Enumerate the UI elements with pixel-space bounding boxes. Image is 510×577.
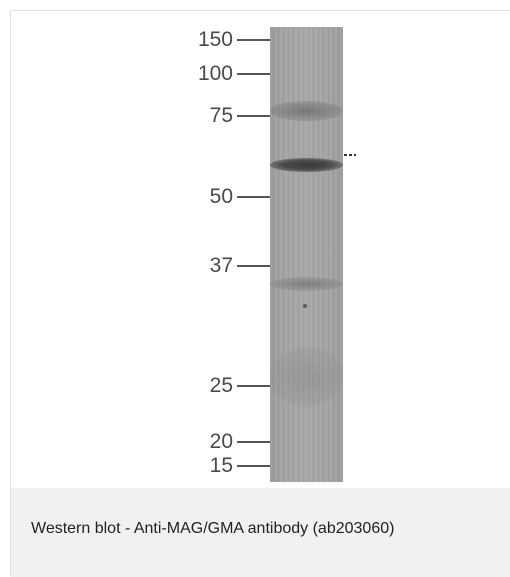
caption-bar: Western blot - Anti-MAG/GMA antibody (ab… <box>11 488 510 577</box>
marker-label: 37 <box>209 254 233 277</box>
marker-tick <box>237 465 271 467</box>
marker-label: 50 <box>209 185 233 208</box>
marker-75: 75 <box>179 105 271 127</box>
lane-texture <box>270 27 343 482</box>
figure-caption: Western blot - Anti-MAG/GMA antibody (ab… <box>31 520 395 537</box>
figure-card: 150 100 75 50 37 25 20 15 <box>10 10 510 577</box>
marker-37: 37 <box>179 255 271 277</box>
marker-label: 100 <box>197 62 233 85</box>
marker-25: 25 <box>179 375 271 397</box>
marker-tick <box>237 73 271 75</box>
marker-20: 20 <box>179 431 271 453</box>
marker-tick <box>237 196 271 198</box>
marker-label: 20 <box>209 430 233 453</box>
western-blot-image: 150 100 75 50 37 25 20 15 <box>11 11 510 488</box>
marker-50: 50 <box>179 186 271 208</box>
marker-tick <box>237 385 271 387</box>
marker-tick <box>237 265 271 267</box>
main-band <box>270 158 343 172</box>
band-pointer-dash <box>344 154 356 156</box>
faint-band-upper <box>270 101 343 121</box>
lane-speck <box>303 304 307 308</box>
marker-15: 15 <box>179 455 271 477</box>
marker-label: 150 <box>197 28 233 51</box>
marker-tick <box>237 441 271 443</box>
blot-lane <box>270 27 343 482</box>
faint-band-lower <box>270 277 343 291</box>
marker-label: 15 <box>209 454 233 477</box>
marker-label: 75 <box>209 104 233 127</box>
marker-100: 100 <box>179 63 271 85</box>
marker-tick <box>237 115 271 117</box>
marker-tick <box>237 39 271 41</box>
marker-150: 150 <box>179 29 271 51</box>
lane-smear <box>270 347 343 407</box>
marker-label: 25 <box>209 374 233 397</box>
